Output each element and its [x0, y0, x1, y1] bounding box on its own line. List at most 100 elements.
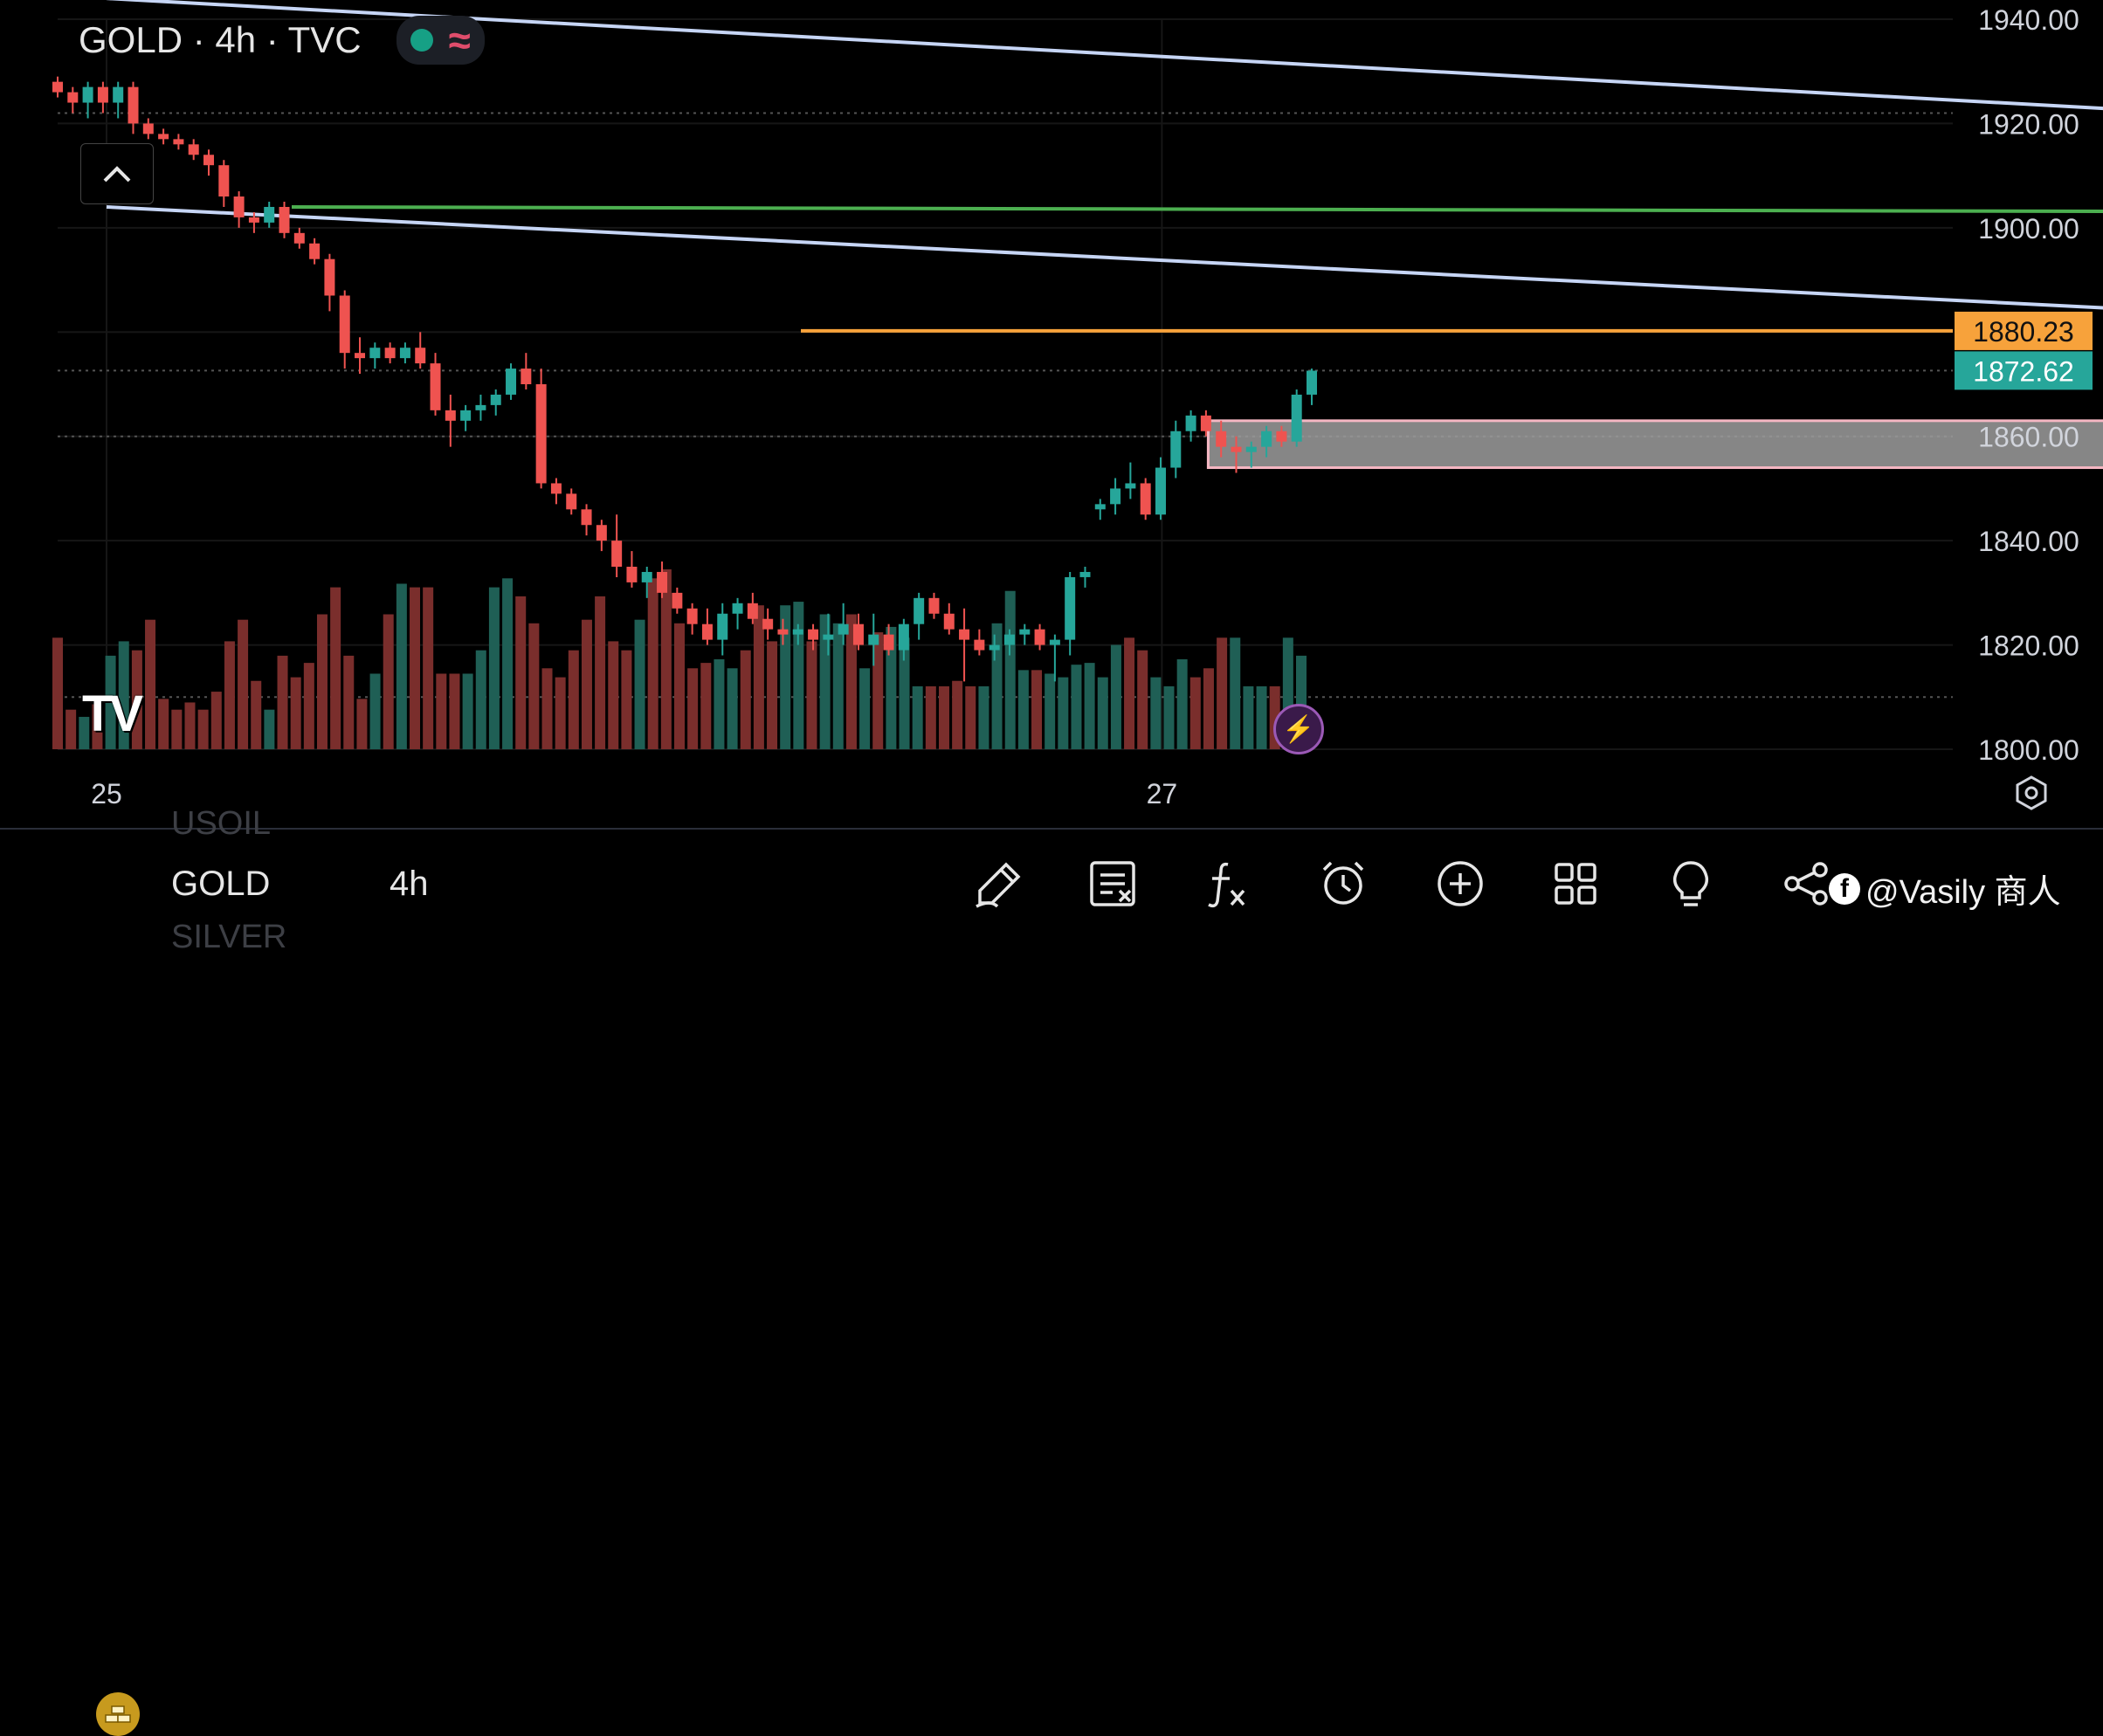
symbol-next[interactable]: SILVER: [171, 919, 287, 955]
symbol-prev[interactable]: USOIL: [171, 805, 272, 842]
volume-bar: [1097, 677, 1108, 749]
volume-bar: [925, 685, 936, 749]
volume-bar: [541, 668, 553, 749]
volume-bar: [264, 709, 275, 749]
support-zone-rect: [1206, 419, 2103, 470]
volume-bar: [1230, 637, 1241, 749]
candle-body: [460, 410, 472, 421]
candle-body: [158, 134, 169, 140]
timeframe-selector[interactable]: 4h: [390, 865, 429, 903]
volume-bar: [793, 602, 804, 749]
volume-bar: [1004, 590, 1016, 749]
candle-body: [1094, 504, 1106, 510]
candle-body: [657, 571, 668, 593]
add-circle-icon[interactable]: [1432, 856, 1488, 912]
collapse-button[interactable]: [80, 143, 154, 204]
volume-bar: [700, 663, 712, 749]
candle-body: [686, 608, 698, 624]
volume-bar: [369, 673, 381, 749]
lightbulb-icon[interactable]: [1663, 856, 1719, 912]
bottom-toolbar: [0, 828, 2103, 1736]
volume-bar: [462, 673, 473, 749]
candle-body: [52, 81, 63, 93]
candle-body: [717, 613, 728, 640]
candle-body: [1291, 394, 1302, 442]
candle-body: [732, 603, 743, 614]
candle-body: [701, 623, 713, 640]
lightning-icon[interactable]: ⚡: [1273, 704, 1324, 754]
candle-body: [1079, 571, 1091, 577]
indicator-toggle[interactable]: ≈: [396, 16, 485, 65]
volume-bar: [251, 680, 262, 749]
candle-body: [762, 618, 774, 630]
volume-bar: [158, 699, 169, 749]
price-chart[interactable]: 1940.001920.001900.001880.001860.001840.…: [0, 0, 2103, 828]
volume-bar: [595, 596, 606, 749]
waves-icon: ≈: [448, 17, 471, 63]
volume-bar: [515, 596, 527, 749]
alert-clock-icon[interactable]: [1315, 856, 1371, 912]
pencil-icon[interactable]: [971, 856, 1027, 912]
volume-bar: [740, 650, 751, 749]
y-tick-label: 1860.00: [1978, 422, 2079, 453]
trendline-channel-upper: [106, 0, 2103, 111]
volume-bar: [581, 619, 592, 749]
candle-body: [928, 597, 940, 614]
trendlines[interactable]: [106, 0, 2103, 593]
volume-bar: [912, 685, 923, 749]
candle-body: [1231, 446, 1242, 452]
volume-bar: [978, 685, 989, 749]
y-tick-label: 1920.00: [1978, 108, 2079, 140]
grid-icon[interactable]: [1548, 856, 1603, 912]
candle-body: [128, 86, 139, 124]
facebook-icon: f: [1829, 872, 1860, 905]
candle-body: [339, 295, 350, 354]
volume-bar: [1058, 677, 1069, 749]
candle-body: [596, 525, 607, 541]
chart-title[interactable]: GOLD · 4h · TVC: [79, 19, 362, 60]
volume-bar: [316, 614, 328, 749]
tradingview-logo: TV: [82, 685, 143, 742]
fx-icon[interactable]: [1200, 856, 1256, 912]
volume-bar: [224, 641, 235, 749]
volume-bar: [92, 704, 103, 749]
volume-bar: [1163, 685, 1175, 749]
trendline-resistance-1900: [291, 204, 2103, 214]
volume-bar: [197, 709, 209, 749]
candlesticks: [52, 76, 1317, 682]
volume-bar: [832, 623, 844, 749]
candle-body: [581, 509, 592, 526]
volume-bar: [608, 641, 619, 749]
support-zone[interactable]: [1206, 419, 2103, 470]
volume-bar: [475, 650, 486, 749]
volume-bar: [528, 623, 540, 749]
candle-body: [1155, 467, 1166, 515]
price-axis[interactable]: 1940.001920.001900.001880.001860.001840.…: [1955, 4, 2093, 766]
symbol-selector[interactable]: GOLD: [171, 865, 271, 903]
candle-body: [672, 592, 683, 609]
candle-body: [1003, 634, 1015, 645]
volume-bar: [238, 619, 249, 749]
notes-icon[interactable]: [1085, 856, 1141, 912]
candle-body: [914, 597, 925, 624]
settings-hexagon-icon[interactable]: [2014, 775, 2049, 810]
candle-body: [188, 144, 199, 155]
volume-bar: [171, 709, 183, 749]
time-axis[interactable]: 2527Oct49111618: [91, 778, 2103, 809]
candle-body: [506, 369, 517, 395]
volume-bar: [343, 655, 355, 749]
candle-body: [943, 613, 955, 630]
price-label: 1872.62: [1973, 355, 2074, 387]
candle-body: [777, 629, 789, 635]
volume-bar: [1256, 685, 1267, 749]
volume-bar: [1176, 659, 1188, 749]
volume-bar: [1045, 673, 1056, 749]
volume-bar: [806, 641, 817, 749]
share-icon[interactable]: [1778, 856, 1834, 912]
candle-body: [747, 603, 758, 619]
candle-body: [1034, 629, 1045, 645]
candle-body: [521, 369, 532, 384]
candle-body: [97, 86, 108, 103]
volume-bar: [1189, 677, 1201, 749]
volume-bar: [872, 632, 884, 749]
